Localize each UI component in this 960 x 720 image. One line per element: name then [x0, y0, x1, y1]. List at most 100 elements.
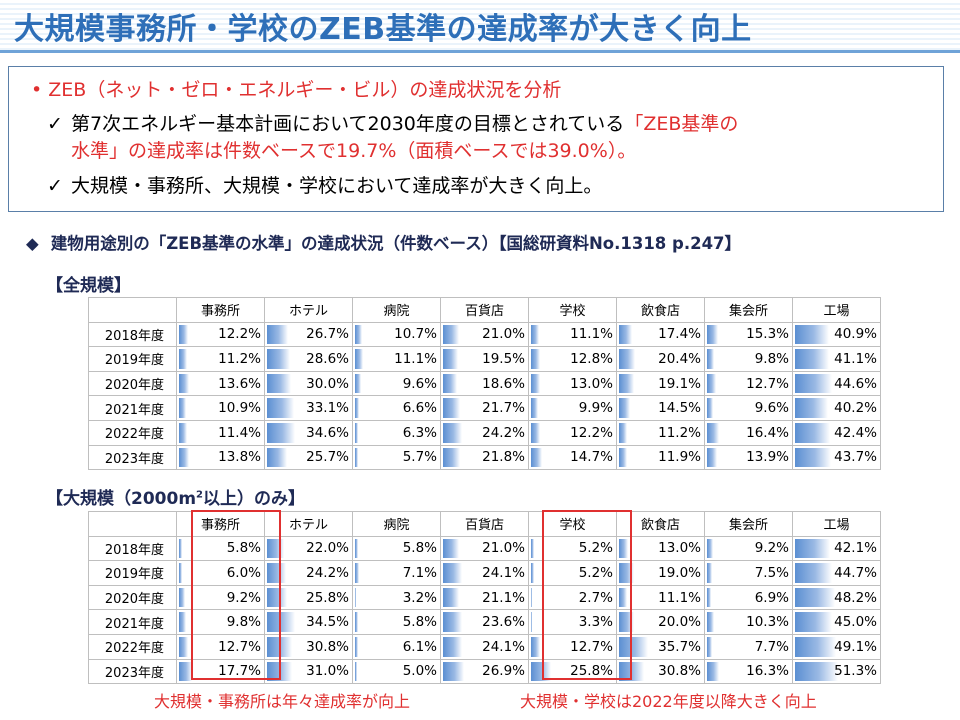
data-value: 11.1%	[394, 350, 437, 367]
data-cell: 9.8%	[704, 346, 793, 372]
highlight-school-box	[542, 510, 632, 680]
data-bar	[355, 422, 359, 443]
column-header: 工場	[792, 511, 881, 537]
data-bar	[619, 398, 630, 418]
data-cell: 40.9%	[792, 321, 881, 348]
table-large-label-b: 以上）のみ】	[203, 489, 305, 509]
check1-text-a: 第7次エネルギー基本計画において2030年度の目標とされている	[71, 113, 625, 135]
data-value: 7.7%	[754, 638, 789, 655]
data-value: 21.8%	[482, 449, 525, 466]
column-header: 集会所	[704, 511, 793, 537]
data-bar	[795, 538, 830, 559]
data-bar	[267, 447, 288, 468]
data-cell: 12.7%	[704, 370, 793, 397]
data-value: 11.1%	[658, 589, 701, 606]
summary-check-1: ✓ 第7次エネルギー基本計画において2030年度の目標とされている「ZEB基準の …	[47, 111, 738, 165]
data-bar	[355, 447, 358, 468]
data-bar	[355, 661, 358, 682]
data-cell: 30.0%	[264, 370, 353, 397]
data-value: 3.2%	[402, 589, 437, 606]
summary-box: • ZEB（ネット・ゼロ・エネルギー・ビル）の達成状況を分析 ✓ 第7次エネルギー…	[8, 66, 944, 212]
data-value: 19.1%	[658, 375, 701, 392]
column-header: 学校	[528, 297, 617, 323]
data-cell: 42.1%	[792, 535, 881, 562]
column-header: 病院	[352, 297, 441, 323]
data-value: 34.5%	[306, 614, 349, 631]
data-cell: 16.4%	[704, 419, 793, 446]
data-value: 21.0%	[482, 326, 525, 343]
data-value: 30.0%	[306, 375, 349, 392]
data-value: 12.7%	[218, 638, 261, 655]
data-cell: 18.6%	[440, 370, 529, 397]
section-heading-text: 建物用途別の「ZEB基準の水準」の達成状況（件数ベース）【国総研資料No.131…	[50, 234, 742, 253]
data-bar	[531, 538, 534, 559]
data-value: 23.6%	[482, 614, 525, 631]
data-bar	[179, 447, 189, 468]
data-value: 9.2%	[754, 540, 789, 557]
data-bar	[443, 422, 463, 443]
data-value: 25.7%	[306, 449, 349, 466]
note-school: 大規模・学校は2022年度以降大きく向上	[520, 692, 817, 711]
table-row: 2020年度 13.6% 30.0% 9.6% 18.6% 13.0% 19.1% 12.7%…	[88, 370, 881, 397]
data-cell: 10.3%	[704, 609, 793, 635]
data-bar	[179, 587, 185, 608]
data-cell: 11.9%	[616, 444, 705, 471]
data-cell: 11.4%	[176, 419, 265, 446]
data-bar	[531, 636, 541, 657]
data-cell: 14.5%	[616, 395, 705, 421]
data-bar	[531, 422, 540, 443]
data-value: 9.9%	[578, 400, 613, 417]
data-value: 6.3%	[402, 424, 437, 441]
data-cell: 41.1%	[792, 346, 881, 372]
data-bar	[707, 661, 720, 682]
table-row: 2021年度 9.8% 34.5% 5.8% 23.6% 3.3% 20.0% 10.3% 45…	[88, 609, 881, 635]
data-bar	[619, 349, 635, 369]
data-value: 12.2%	[218, 326, 261, 343]
data-cell: 11.1%	[528, 321, 617, 348]
data-cell: 14.7%	[528, 444, 617, 471]
data-bar	[443, 636, 462, 657]
data-bar	[531, 612, 532, 632]
data-value: 48.2%	[834, 589, 877, 606]
row-year-label: 2019年度	[88, 560, 177, 586]
summary-bullet-text: ZEB（ネット・ゼロ・エネルギー・ビル）の達成状況を分析	[48, 79, 562, 101]
data-bar	[443, 398, 460, 418]
data-bar	[795, 324, 829, 345]
data-value: 42.4%	[834, 424, 877, 441]
data-cell: 28.6%	[264, 346, 353, 372]
data-bar	[795, 447, 832, 468]
data-bar	[795, 422, 830, 443]
header-corner	[88, 511, 177, 537]
data-cell: 9.2%	[176, 584, 265, 611]
data-value: 13.0%	[570, 375, 613, 392]
data-cell: 12.2%	[176, 321, 265, 348]
table-row: 2021年度 10.9% 33.1% 6.6% 21.7% 9.9% 14.5% 9.6% 40…	[88, 395, 881, 421]
data-cell: 9.6%	[352, 370, 441, 397]
data-value: 26.7%	[306, 326, 349, 343]
data-cell: 20.4%	[616, 346, 705, 372]
data-value: 5.8%	[226, 540, 261, 557]
data-cell: 26.7%	[264, 321, 353, 348]
data-value: 9.6%	[402, 375, 437, 392]
data-cell: 48.2%	[792, 584, 881, 611]
data-value: 5.8%	[402, 614, 437, 631]
data-value: 45.0%	[834, 614, 877, 631]
data-value: 21.1%	[482, 589, 525, 606]
data-value: 24.2%	[482, 424, 525, 441]
data-bar	[267, 398, 294, 418]
data-cell: 21.0%	[440, 321, 529, 348]
data-value: 10.9%	[218, 400, 261, 417]
data-cell: 19.5%	[440, 346, 529, 372]
data-value: 12.2%	[570, 424, 613, 441]
data-cell: 5.7%	[352, 444, 441, 471]
data-value: 11.9%	[658, 449, 701, 466]
data-cell: 34.5%	[264, 609, 353, 635]
data-cell: 17.4%	[616, 321, 705, 348]
data-value: 6.9%	[754, 589, 789, 606]
data-value: 24.1%	[482, 638, 525, 655]
data-bar	[267, 324, 289, 345]
data-cell: 11.2%	[616, 419, 705, 446]
header-corner	[88, 297, 177, 323]
data-value: 30.8%	[658, 663, 701, 680]
row-year-label: 2022年度	[88, 419, 177, 446]
